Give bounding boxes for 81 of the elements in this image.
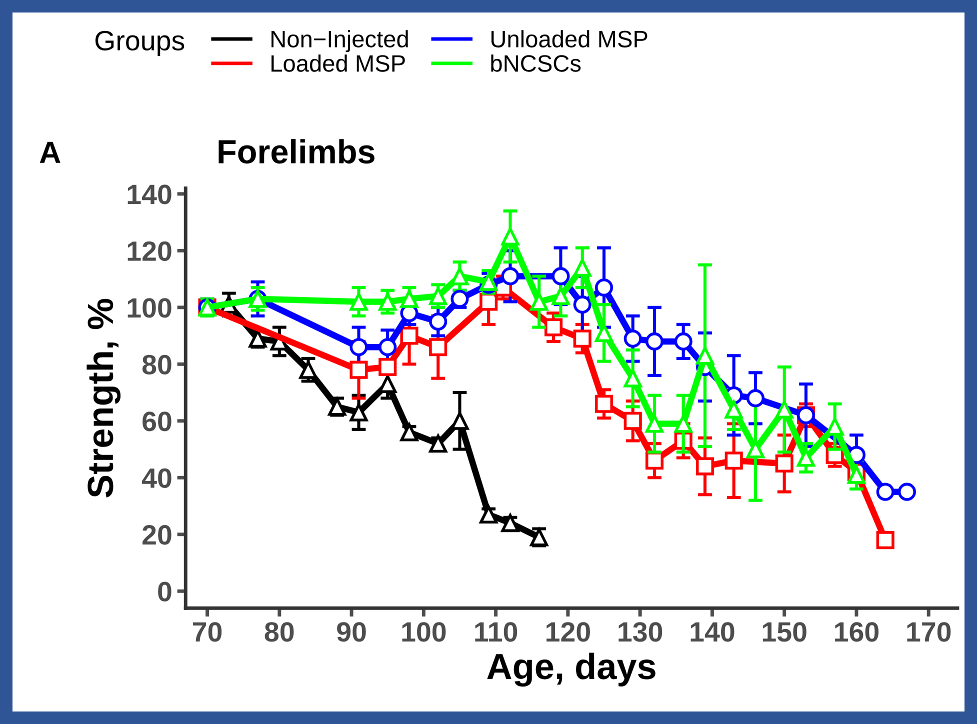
point: [594, 324, 614, 342]
point: [378, 338, 397, 356]
point: [552, 287, 570, 306]
point: [350, 292, 368, 311]
point: [378, 292, 397, 311]
y-tick-label: 0: [158, 582, 172, 602]
y-axis-title: Strength, %: [86, 298, 121, 498]
x-tick-label: 90: [337, 622, 366, 642]
point: [480, 292, 498, 311]
x-tick-label: 110: [475, 622, 518, 642]
point: [796, 448, 816, 467]
point: [573, 258, 592, 277]
point: [746, 389, 765, 408]
point: [350, 403, 368, 422]
y-tick-label: 80: [142, 354, 172, 374]
text: A: [40, 142, 60, 163]
point: [501, 514, 520, 532]
point: [724, 452, 743, 470]
y-tick-label: 100: [128, 298, 172, 318]
point: [898, 482, 916, 501]
x-tick-label: 80: [264, 622, 294, 642]
point: [594, 394, 614, 413]
point: [480, 506, 498, 524]
y-tick-label: 20: [142, 525, 172, 545]
y-tick-label: 140: [128, 184, 172, 204]
point: [775, 454, 794, 472]
legend-title: Groups: [95, 30, 184, 56]
point: [573, 296, 592, 314]
x-axis-title: Age, days: [487, 652, 656, 687]
point: [775, 400, 794, 419]
point: [552, 267, 570, 286]
point: [429, 338, 448, 356]
point: [645, 452, 664, 470]
point: [350, 360, 368, 379]
legend-label: bNCSCs: [491, 54, 581, 72]
point: [674, 332, 692, 350]
point: [429, 434, 448, 453]
point: [299, 360, 318, 379]
x-tick-label: 100: [402, 622, 446, 642]
point: [826, 418, 844, 436]
point: [400, 290, 418, 308]
point: [746, 440, 765, 458]
point: [594, 278, 614, 297]
y-tick-label: 60: [142, 412, 172, 432]
point: [645, 332, 664, 350]
point: [696, 457, 714, 476]
x-tick-label: 150: [762, 622, 806, 642]
point: [429, 287, 448, 306]
point: [847, 466, 866, 484]
point: [624, 412, 642, 430]
point: [724, 400, 743, 419]
point: [696, 346, 714, 365]
point: [350, 338, 368, 356]
legend-label: Unloaded MSP: [491, 30, 648, 48]
point: [674, 414, 692, 433]
y-tick-label: 120: [128, 241, 172, 261]
point: [450, 412, 469, 430]
legend-label: Non−Injected: [272, 30, 408, 52]
x-tick-label: 130: [618, 622, 662, 642]
point: [624, 330, 642, 348]
point: [645, 414, 664, 433]
legend-label: Loaded MSP: [272, 54, 405, 72]
point: [378, 358, 397, 376]
point: [501, 227, 520, 246]
x-tick-label: 70: [193, 622, 222, 642]
point: [530, 292, 548, 311]
point: [876, 531, 894, 550]
point: [501, 267, 520, 286]
point: [573, 330, 592, 348]
point: [429, 312, 448, 331]
chart-title: Forelimbs: [218, 139, 374, 164]
point: [400, 423, 418, 442]
x-tick-label: 120: [546, 622, 590, 642]
x-tick-label: 160: [835, 622, 879, 642]
y-tick-label: 40: [142, 468, 172, 488]
point: [544, 318, 563, 336]
x-tick-label: 170: [907, 622, 951, 642]
point: [400, 326, 418, 345]
point: [876, 482, 894, 501]
x-tick-label: 140: [690, 622, 734, 642]
point: [624, 369, 642, 388]
